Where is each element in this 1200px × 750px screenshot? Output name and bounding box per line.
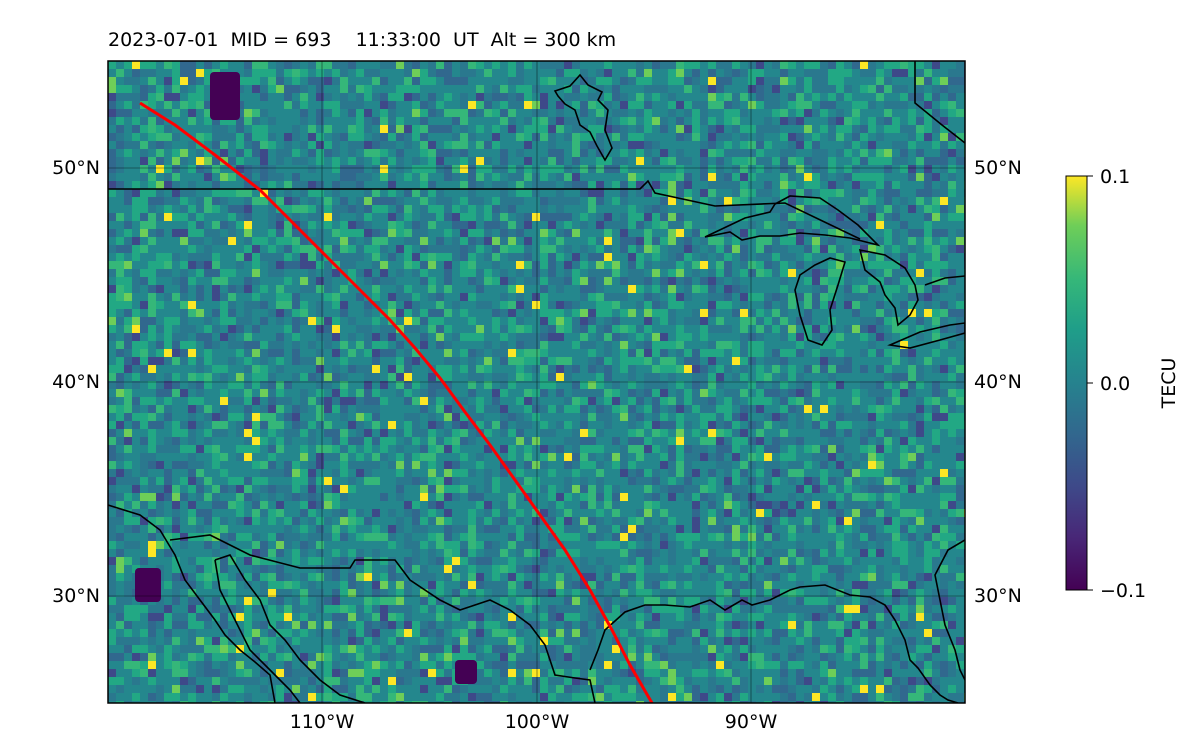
hudson-bay-coast <box>553 73 613 162</box>
map-title: 2023-07-01 MID = 693 11:33:00 UT Alt = 3… <box>108 29 616 51</box>
gridlines <box>108 61 965 703</box>
us-canada-border <box>108 179 861 240</box>
lon-label-100: 100°W <box>505 711 570 733</box>
colorbar-label: TECU <box>1158 358 1180 410</box>
title-ut: UT <box>453 29 479 51</box>
lat-label-left-30: 30°N <box>52 585 100 607</box>
east-coast <box>934 539 965 681</box>
lat-label-right-50: 50°N <box>974 157 1022 179</box>
title-alt: Alt = 300 km <box>490 29 617 51</box>
lake-huron <box>858 248 919 327</box>
colorbar-tick-label-max: 0.1 <box>1100 166 1130 188</box>
northeast-coast <box>914 61 965 144</box>
lat-label-right-40: 40°N <box>974 371 1022 393</box>
map-frame <box>107 60 966 704</box>
lon-label-110: 110°W <box>290 711 355 733</box>
gulf-of-california-west <box>214 554 366 703</box>
colorbar-gradient <box>1065 175 1088 591</box>
us-mexico-border <box>169 534 596 703</box>
baja-california <box>108 504 276 703</box>
lat-label-left-40: 40°N <box>52 371 100 393</box>
gulf-of-california-east <box>214 559 301 703</box>
title-date: 2023-07-01 <box>108 29 219 51</box>
satellite-track <box>139 101 654 703</box>
title-time: 11:33:00 <box>355 29 441 51</box>
lat-label-right-30: 30°N <box>974 585 1022 607</box>
lat-label-left-50: 50°N <box>52 157 100 179</box>
lake-superior <box>704 195 881 247</box>
colorbar-tick-label-min: −0.1 <box>1100 580 1146 602</box>
tec-cells <box>108 61 965 703</box>
lake-ontario <box>924 275 965 286</box>
lon-label-90: 90°W <box>725 711 778 733</box>
colorbar-tick-label-zero: 0.0 <box>1100 373 1130 395</box>
lake-michigan <box>794 257 847 346</box>
gulf-coast <box>589 584 959 703</box>
lake-erie <box>887 322 965 349</box>
colorbar: 0.1 0.0 −0.1 TECU <box>1065 166 1180 602</box>
title-mid: MID = 693 <box>230 29 332 51</box>
coastlines <box>108 61 965 703</box>
